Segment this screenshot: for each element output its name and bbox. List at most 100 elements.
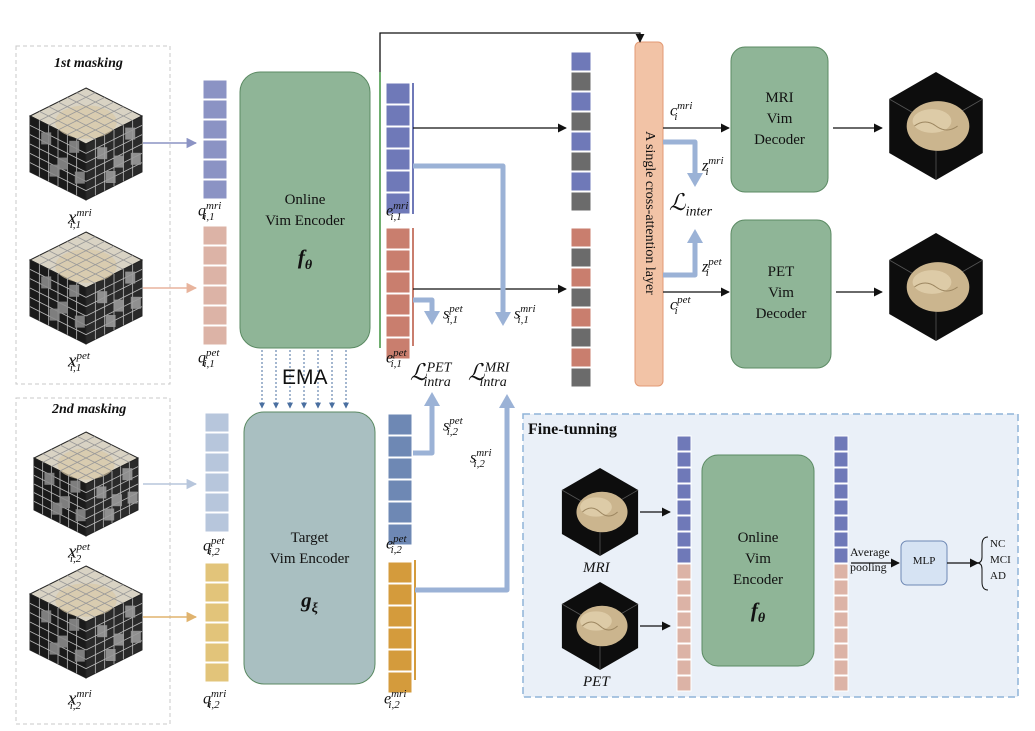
label-x-pet-1: xpeti,1 xyxy=(68,350,90,375)
q-mri-1-tokens-cell xyxy=(202,119,228,140)
e-mri-2-tokens-cell xyxy=(387,605,413,628)
label-q-mri-1: qmrii,1 xyxy=(198,200,222,223)
class-ad: AD xyxy=(990,570,1006,582)
q-pet-2-tokens-cell xyxy=(204,512,230,533)
online-encoder-symbol: fθ xyxy=(297,245,313,274)
arrowhead-s-pet2 xyxy=(424,392,440,406)
ft-out-mri-tokens-cell xyxy=(833,547,849,564)
ft-in-mri-tokens xyxy=(676,435,692,564)
ft-out-mri-tokens-cell xyxy=(833,435,849,452)
arrowhead-s-mri1 xyxy=(495,312,511,326)
q-pet-2-tokens-cell xyxy=(204,452,230,473)
label-e-pet-1: epeti,1 xyxy=(386,347,407,370)
ca-mri-tokens-cell xyxy=(570,51,592,72)
ft-out-pet-tokens-cell xyxy=(833,659,849,676)
cube-x-mri-1 xyxy=(28,87,144,201)
class-mci: MCI xyxy=(990,554,1011,566)
ft-out-mri-tokens-cell xyxy=(833,483,849,500)
ft-encoder-symbol: fθ xyxy=(750,598,766,627)
e-pet-2-tokens-cell xyxy=(387,435,413,458)
e-mri-2-tokens-cell xyxy=(387,649,413,672)
label-x-mri-2: xmrii,2 xyxy=(68,688,92,713)
loss-intra-mri: ℒMRIintra xyxy=(468,360,510,390)
cube-x-pet-2 xyxy=(32,431,140,537)
q-pet-2-tokens-cell xyxy=(204,432,230,453)
e-pet-1-tokens-cell xyxy=(385,315,411,338)
ft-in-mri-tokens-cell xyxy=(676,451,692,468)
e-pet-2-tokens-cell xyxy=(387,479,413,502)
arrowhead-z-mri xyxy=(687,173,703,187)
e-mri-2-tokens-cell xyxy=(387,583,413,606)
ft-mri-label: MRI xyxy=(583,560,610,576)
q-pet-2-tokens-cell xyxy=(204,472,230,493)
q-mri-2-tokens-cell xyxy=(204,642,230,663)
brain-mri-reconstruction xyxy=(889,72,983,180)
ft-out-pet-tokens-cell xyxy=(833,611,849,628)
e-pet-1-tokens xyxy=(385,227,411,360)
ft-encoder-block xyxy=(701,454,815,667)
label-e-pet-2: epeti,2 xyxy=(386,533,407,556)
ft-in-mri-tokens-cell xyxy=(676,515,692,532)
class-list: NC MCI AD xyxy=(990,536,1011,584)
q-mri-1-tokens-cell xyxy=(202,99,228,120)
q-pet-1-tokens-cell xyxy=(202,285,228,306)
second-masking-box xyxy=(15,397,171,725)
online-encoder-label: Online Vim Encoder xyxy=(265,192,345,229)
label-c-mri: cmrii xyxy=(670,100,693,123)
label-e-mri-1: emrii,1 xyxy=(386,200,409,223)
e-mri-1-tokens-cell xyxy=(385,192,411,215)
cube-x-mri-2 xyxy=(28,565,144,679)
q-mri-1-tokens xyxy=(202,79,228,200)
ft-in-pet-tokens-cell xyxy=(676,643,692,660)
q-pet-1-tokens-cell xyxy=(202,245,228,266)
arrow-s-mri2 xyxy=(415,406,510,593)
label-s-mri-2: smrii,2 xyxy=(470,447,492,470)
ft-in-mri-tokens-cell xyxy=(676,483,692,500)
pet-decoder-label: PET Vim Decoder xyxy=(755,264,807,322)
ca-mri-tokens-cell xyxy=(570,191,592,212)
label-z-mri: zmrii xyxy=(702,155,724,178)
e-pet-2-tokens-cell xyxy=(387,413,413,436)
ca-pet-tokens-cell xyxy=(570,247,592,268)
class-brace xyxy=(976,536,989,591)
fine-tuning-title: Fine-tunning xyxy=(528,421,617,438)
q-mri-2-tokens xyxy=(204,562,230,683)
ft-out-mri-tokens-cell xyxy=(833,467,849,484)
mri-decoder-label: MRI Vim Decoder xyxy=(754,90,805,148)
ft-out-pet-tokens xyxy=(833,563,849,692)
label-x-pet-2: xpeti,2 xyxy=(68,541,90,566)
ft-in-pet-tokens xyxy=(676,563,692,692)
cube-x-pet-1 xyxy=(28,231,144,345)
ft-out-mri-tokens-cell xyxy=(833,531,849,548)
ca-pet-tokens-cell xyxy=(570,227,592,248)
q-pet-1-tokens xyxy=(202,225,228,346)
e-mri-1-tokens-cell xyxy=(385,148,411,171)
e-pet-1-tokens-cell xyxy=(385,337,411,360)
ca-pet-tokens-cell xyxy=(570,287,592,308)
q-mri-1-tokens-cell xyxy=(202,139,228,160)
label-e-mri-2: emrii,2 xyxy=(384,688,407,711)
q-pet-2-tokens xyxy=(204,412,230,533)
label-q-pet-2: qpeti,2 xyxy=(203,535,225,558)
q-mri-2-tokens-cell xyxy=(204,622,230,643)
ca-mri-tokens-cell xyxy=(570,91,592,112)
mlp-label: MLP xyxy=(912,555,936,567)
class-nc: NC xyxy=(990,538,1006,550)
e-mri-1-tokens-cell xyxy=(385,170,411,193)
ca-pet-tokens-cell xyxy=(570,327,592,348)
loss-intra-pet: ℒPETintra xyxy=(410,360,452,390)
label-x-mri-1: xmrii,1 xyxy=(68,207,92,232)
first-masking-title: 1st masking xyxy=(54,56,123,71)
ft-brain-pet xyxy=(561,582,639,670)
arrowhead-s-pet1 xyxy=(424,311,440,325)
brain-pet-reconstruction xyxy=(889,233,983,341)
q-mri-2-tokens-cell xyxy=(204,582,230,603)
ft-in-pet-tokens-cell xyxy=(676,659,692,676)
ft-in-pet-tokens-cell xyxy=(676,611,692,628)
ft-out-pet-tokens-cell xyxy=(833,563,849,580)
e-pet-1-tokens-cell xyxy=(385,271,411,294)
q-mri-1-tokens-cell xyxy=(202,159,228,180)
ft-in-mri-tokens-cell xyxy=(676,531,692,548)
e-mri-2-tokens-cell xyxy=(387,627,413,650)
arrowhead-s-mri2 xyxy=(499,394,515,408)
